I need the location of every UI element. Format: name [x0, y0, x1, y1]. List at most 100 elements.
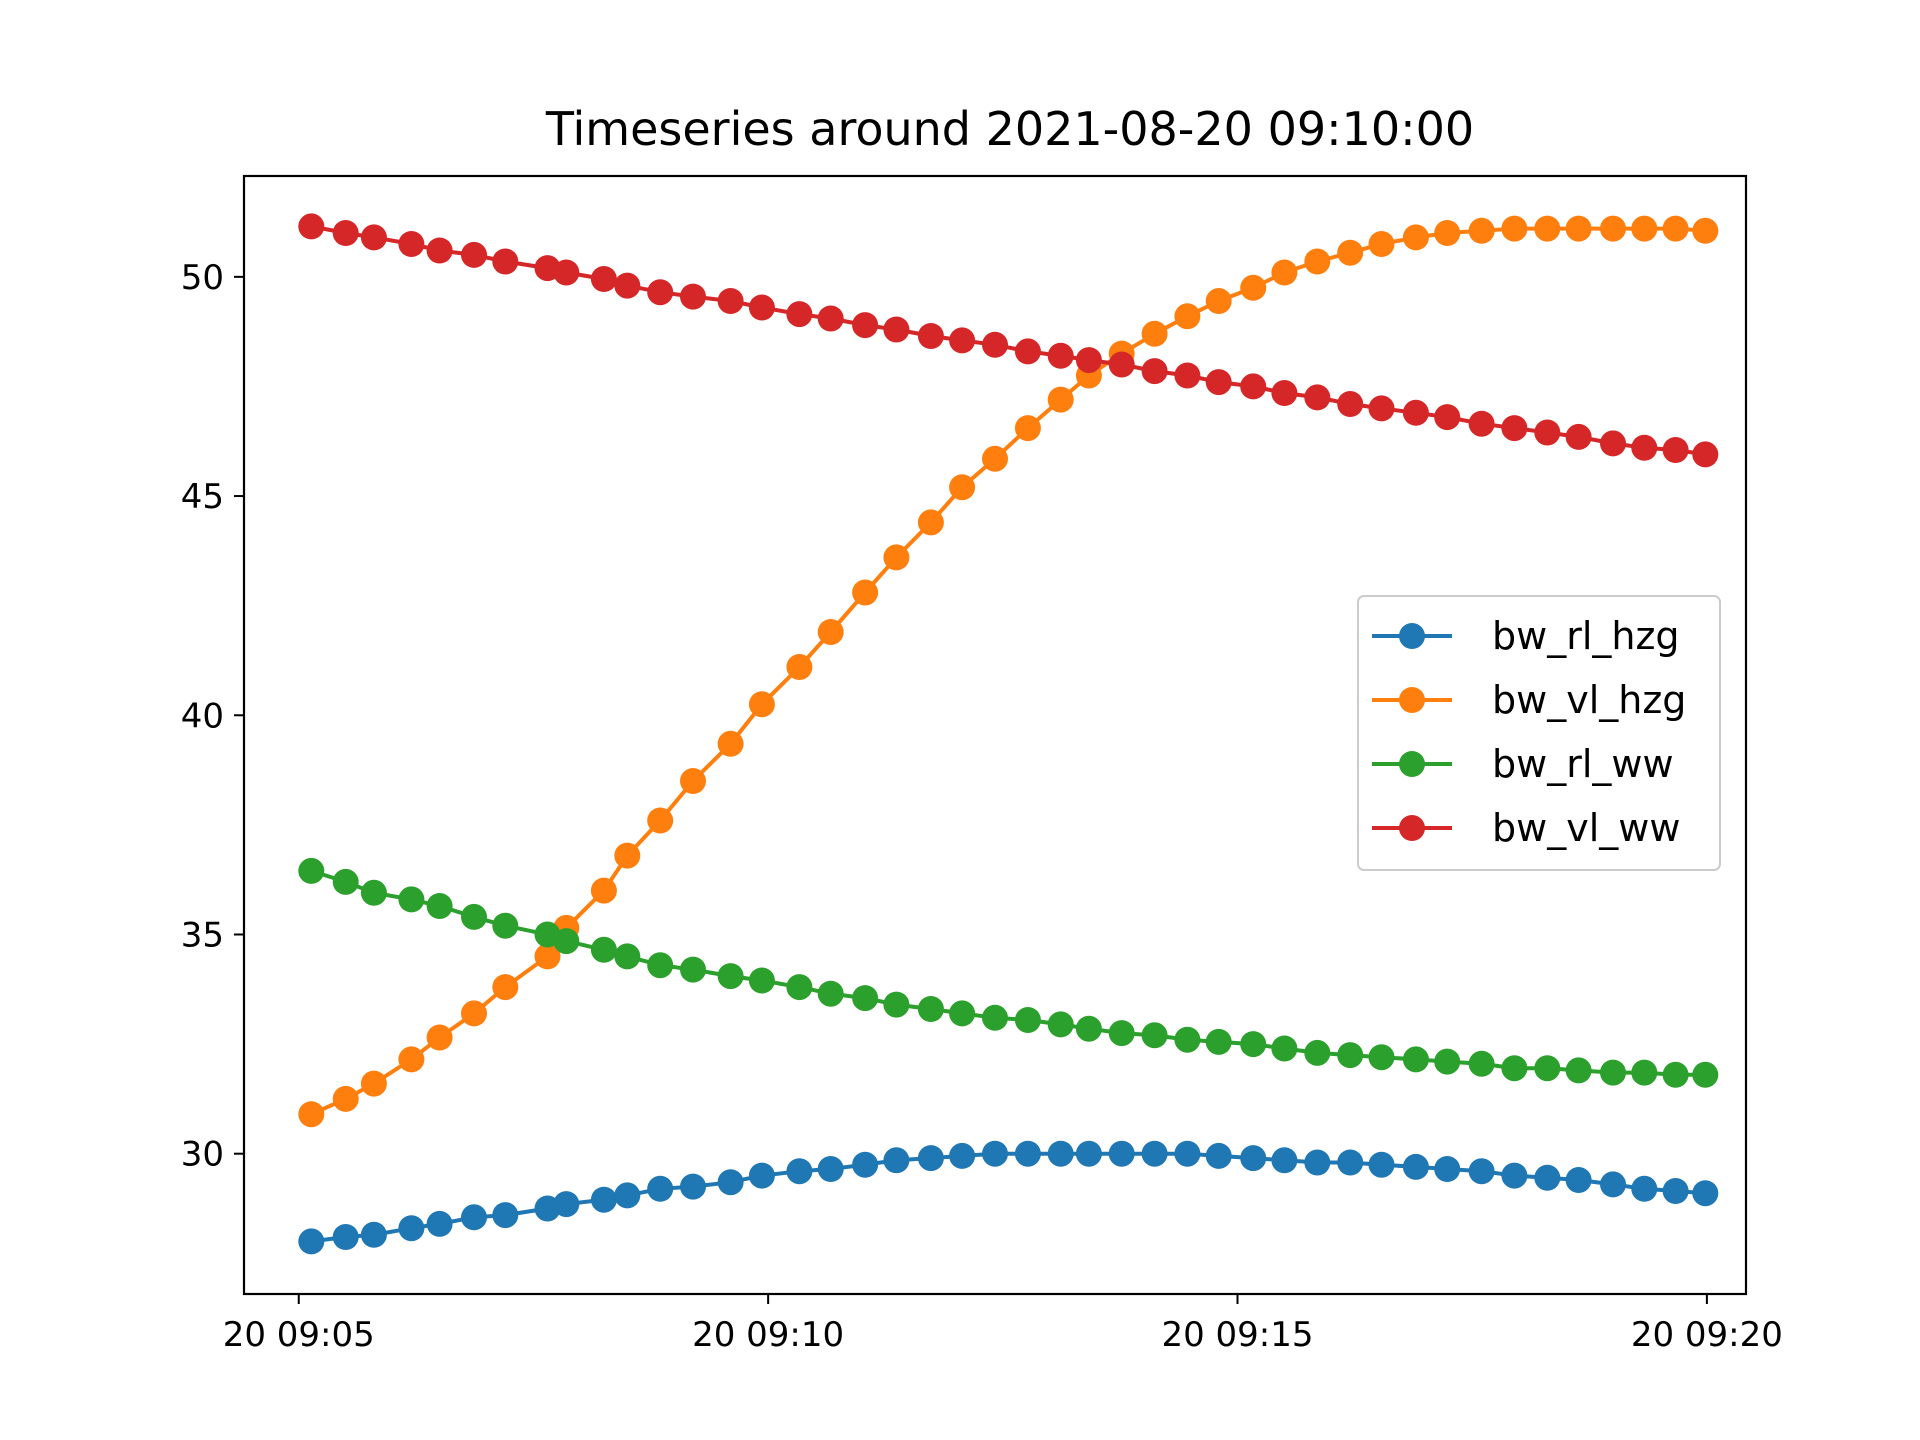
data-point-bw_rl_ww	[1468, 1050, 1495, 1077]
data-point-bw_vl_hzg	[492, 974, 519, 1001]
data-point-bw_rl_hzg	[817, 1156, 844, 1182]
data-point-bw_rl_ww	[614, 943, 641, 970]
data-point-bw_rl_ww	[1565, 1057, 1592, 1084]
data-point-bw_rl_ww	[883, 991, 910, 1018]
legend: bw_rl_hzg bw_vl_hzg bw_rl_ww bw_vl_ww	[1357, 595, 1721, 871]
data-point-bw_rl_ww	[1014, 1007, 1041, 1033]
data-point-bw_rl_ww	[1534, 1055, 1561, 1082]
data-point-bw_vl_hzg	[1534, 215, 1561, 242]
data-point-bw_rl_hzg	[748, 1162, 775, 1189]
data-point-bw_rl_hzg	[786, 1158, 813, 1185]
data-point-bw_rl_hzg	[917, 1145, 944, 1172]
data-point-bw_vl_hzg	[1402, 224, 1429, 251]
data-point-bw_vl_ww	[1565, 423, 1592, 450]
data-point-bw_rl_ww	[1174, 1026, 1201, 1053]
data-point-bw_vl_ww	[1501, 415, 1528, 442]
plot-area	[298, 213, 1719, 1255]
data-point-bw_rl_hzg	[1534, 1164, 1561, 1191]
data-point-bw_rl_ww	[332, 868, 359, 895]
data-point-bw_rl_ww	[461, 903, 487, 930]
data-point-bw_rl_ww	[298, 857, 325, 884]
data-point-bw_rl_hzg	[461, 1204, 487, 1231]
data-point-bw_rl_hzg	[1108, 1140, 1135, 1167]
data-point-bw_vl_ww	[1075, 347, 1102, 374]
data-point-bw_vl_hzg	[1304, 248, 1331, 275]
data-point-bw_vl_ww	[1434, 404, 1461, 431]
y-tick-label: 40	[181, 696, 224, 736]
legend-label-bw_rl_ww: bw_rl_ww	[1492, 742, 1674, 786]
data-point-bw_rl_ww	[647, 952, 674, 979]
data-point-bw_vl_ww	[332, 220, 359, 246]
data-point-bw_rl_hzg	[1468, 1158, 1495, 1185]
data-point-bw_rl_hzg	[1271, 1147, 1298, 1174]
data-point-bw_vl_hzg	[982, 445, 1008, 472]
legend-label-bw_vl_ww: bw_vl_ww	[1492, 806, 1680, 850]
data-point-bw_vl_ww	[298, 213, 325, 240]
data-point-bw_vl_ww	[680, 283, 706, 310]
data-point-bw_vl_ww	[360, 224, 387, 251]
data-point-bw_vl_hzg	[298, 1101, 325, 1128]
data-point-bw_vl_hzg	[590, 877, 617, 904]
legend-label-bw_vl_hzg: bw_vl_hzg	[1492, 678, 1686, 722]
data-point-bw_rl_ww	[492, 912, 519, 939]
data-point-bw_vl_ww	[1631, 434, 1658, 461]
data-point-bw_rl_ww	[1240, 1031, 1267, 1058]
data-point-bw_rl_hzg	[883, 1147, 910, 1174]
data-point-bw_rl_hzg	[949, 1142, 976, 1169]
data-point-bw_vl_ww	[1468, 410, 1495, 437]
data-point-bw_rl_hzg	[1240, 1145, 1267, 1172]
data-point-bw_rl_ww	[680, 956, 706, 983]
data-point-bw_vl_hzg	[748, 691, 775, 718]
data-point-bw_vl_hzg	[1014, 415, 1041, 442]
y-tick-label: 50	[181, 258, 224, 298]
data-point-bw_rl_ww	[1304, 1039, 1331, 1066]
data-point-bw_rl_hzg	[1402, 1153, 1429, 1180]
data-point-bw_rl_ww	[1402, 1046, 1429, 1073]
data-point-bw_vl_hzg	[398, 1046, 425, 1073]
data-point-bw_rl_ww	[717, 963, 744, 990]
data-point-bw_vl_ww	[1141, 358, 1168, 385]
data-point-bw_vl_ww	[426, 237, 453, 264]
data-point-bw_rl_ww	[1501, 1055, 1528, 1082]
data-point-bw_rl_ww	[426, 893, 453, 919]
data-point-bw_vl_ww	[1271, 380, 1298, 406]
data-point-bw_rl_ww	[1631, 1059, 1658, 1086]
data-point-bw_rl_hzg	[360, 1221, 387, 1248]
data-point-bw_rl_hzg	[298, 1228, 325, 1255]
data-point-bw_rl_hzg	[1174, 1140, 1201, 1167]
data-point-bw_rl_ww	[1337, 1042, 1364, 1069]
y-tick-label: 45	[181, 477, 224, 517]
data-point-bw_rl_hzg	[553, 1191, 580, 1218]
data-point-bw_vl_ww	[852, 312, 879, 339]
data-point-bw_rl_hzg	[1075, 1140, 1102, 1167]
data-point-bw_vl_ww	[949, 327, 976, 354]
data-point-bw_vl_hzg	[786, 654, 813, 680]
data-point-bw_vl_hzg	[1692, 217, 1719, 244]
data-point-bw_vl_ww	[1600, 430, 1626, 457]
data-point-bw_vl_hzg	[1141, 320, 1168, 347]
data-point-bw_vl_ww	[553, 259, 580, 286]
data-point-bw_rl_hzg	[590, 1186, 617, 1213]
data-point-bw_rl_hzg	[647, 1175, 674, 1202]
data-point-bw_vl_ww	[1692, 441, 1719, 468]
data-point-bw_rl_hzg	[1662, 1178, 1689, 1204]
chart-title: Timeseries around 2021-08-20 09:10:00	[545, 102, 1474, 156]
data-point-bw_vl_ww	[786, 301, 813, 328]
data-point-bw_vl_hzg	[1501, 215, 1528, 242]
x-tick-label: 20 09:10	[692, 1315, 844, 1355]
data-point-bw_vl_ww	[1108, 351, 1135, 378]
data-point-bw_rl_ww	[1075, 1015, 1102, 1042]
data-point-bw_vl_hzg	[1434, 220, 1461, 246]
data-point-bw_vl_ww	[1205, 369, 1232, 396]
data-point-bw_vl_hzg	[852, 579, 879, 606]
data-point-bw_vl_hzg	[1468, 217, 1495, 244]
data-point-bw_rl_hzg	[717, 1169, 744, 1196]
data-point-bw_vl_hzg	[1565, 215, 1592, 242]
data-point-bw_vl_ww	[590, 266, 617, 292]
data-point-bw_vl_ww	[1337, 391, 1364, 417]
data-point-bw_rl_ww	[1205, 1028, 1232, 1055]
axes-frame	[242, 174, 1748, 1296]
data-point-bw_vl_hzg	[461, 1000, 487, 1027]
data-point-bw_rl_ww	[748, 967, 775, 994]
